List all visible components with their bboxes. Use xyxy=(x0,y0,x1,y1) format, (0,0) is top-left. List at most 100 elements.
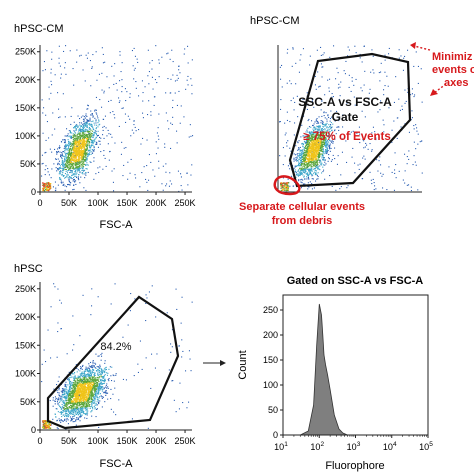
scatter-point xyxy=(312,147,314,149)
scatter-point xyxy=(176,79,178,81)
scatter-point xyxy=(76,49,78,51)
scatter-point xyxy=(64,167,66,169)
scatter-point xyxy=(313,141,315,143)
scatter-point xyxy=(88,392,90,394)
scatter-point xyxy=(73,84,75,86)
scatter-point xyxy=(320,145,322,147)
scatter-point xyxy=(76,162,78,164)
scatter-point xyxy=(386,189,388,191)
scatter-point xyxy=(316,163,318,165)
scatter-point xyxy=(71,144,73,146)
scatter-point xyxy=(67,155,69,157)
scatter-point xyxy=(73,158,75,160)
scatter-point xyxy=(329,120,331,122)
scatter-point xyxy=(69,163,71,165)
scatter-point xyxy=(75,158,77,160)
scatter-point xyxy=(310,142,312,144)
scatter-point xyxy=(100,381,102,383)
scatter-point xyxy=(375,137,377,139)
scatter-point xyxy=(306,140,308,142)
scatter-point xyxy=(59,163,61,165)
scatter-point xyxy=(75,162,77,164)
scatter-point xyxy=(300,169,302,171)
scatter-point xyxy=(114,117,116,119)
scatter-point xyxy=(55,158,57,160)
scatter-point xyxy=(72,167,74,169)
scatter-point xyxy=(314,126,316,128)
scatter-point xyxy=(67,161,69,163)
scatter-point xyxy=(305,150,307,152)
scatter-point xyxy=(306,153,308,155)
scatter-point xyxy=(100,375,102,377)
scatter-point xyxy=(179,72,181,74)
scatter-point xyxy=(73,163,75,165)
scatter-point xyxy=(312,125,314,127)
scatter-point xyxy=(78,154,80,156)
scatter-point xyxy=(94,382,96,384)
scatter-point xyxy=(81,406,83,408)
scatter-point xyxy=(73,161,75,163)
scatter-point xyxy=(293,134,295,136)
scatter-point xyxy=(67,423,69,425)
scatter-point xyxy=(76,413,78,415)
scatter-point xyxy=(312,149,314,151)
scatter-point xyxy=(78,387,80,389)
scatter-point xyxy=(305,143,307,145)
scatter-point xyxy=(312,158,314,160)
scatter-point xyxy=(375,139,377,141)
scatter-point xyxy=(394,169,396,171)
scatter-point xyxy=(59,65,61,67)
scatter-point xyxy=(80,152,82,154)
scatter-point xyxy=(85,138,87,140)
scatter-point xyxy=(79,124,81,126)
scatter-point xyxy=(96,396,98,398)
scatter-point xyxy=(295,62,297,64)
y-tick-label: 0 xyxy=(31,187,36,197)
scatter-point xyxy=(83,398,85,400)
scatter-point xyxy=(67,154,69,156)
scatter-point xyxy=(83,120,85,122)
scatter-point xyxy=(83,124,85,126)
scatter-point xyxy=(312,141,314,143)
scatter-point xyxy=(85,144,87,146)
arrow-head xyxy=(410,42,416,49)
scatter-point xyxy=(43,184,45,186)
scatter-point xyxy=(74,170,76,172)
scatter-point xyxy=(66,164,68,166)
scatter-point xyxy=(79,126,81,128)
scatter-point xyxy=(89,135,91,137)
scatter-point xyxy=(89,406,91,408)
scatter-point xyxy=(326,146,328,148)
scatter-point xyxy=(313,156,315,158)
scatter-point xyxy=(179,122,181,124)
scatter-point xyxy=(287,185,289,187)
scatter-point xyxy=(309,168,311,170)
scatter-point xyxy=(169,92,171,94)
scatter-point xyxy=(327,114,329,116)
scatter-point xyxy=(87,391,89,393)
scatter-point xyxy=(304,135,306,137)
scatter-point xyxy=(294,154,296,156)
scatter-point xyxy=(316,178,318,180)
scatter-point xyxy=(396,117,398,119)
scatter-point xyxy=(314,150,316,152)
scatter-point xyxy=(310,152,312,154)
scatter-point xyxy=(305,167,307,169)
scatter-point xyxy=(301,152,303,154)
scatter-point xyxy=(96,113,98,115)
scatter-point xyxy=(99,367,101,369)
scatter-point xyxy=(61,167,63,169)
scatter-point xyxy=(301,154,303,156)
scatter-point xyxy=(81,379,83,381)
scatter-point xyxy=(77,158,79,160)
scatter-point xyxy=(79,407,81,409)
scatter-point xyxy=(64,149,66,151)
scatter-point xyxy=(322,164,324,166)
scatter-point xyxy=(80,160,82,162)
scatter-point xyxy=(79,139,81,141)
scatter-point xyxy=(315,142,317,144)
scatter-point xyxy=(311,148,313,150)
scatter-point xyxy=(80,155,82,157)
scatter-point xyxy=(61,155,63,157)
scatter-point xyxy=(81,145,83,147)
